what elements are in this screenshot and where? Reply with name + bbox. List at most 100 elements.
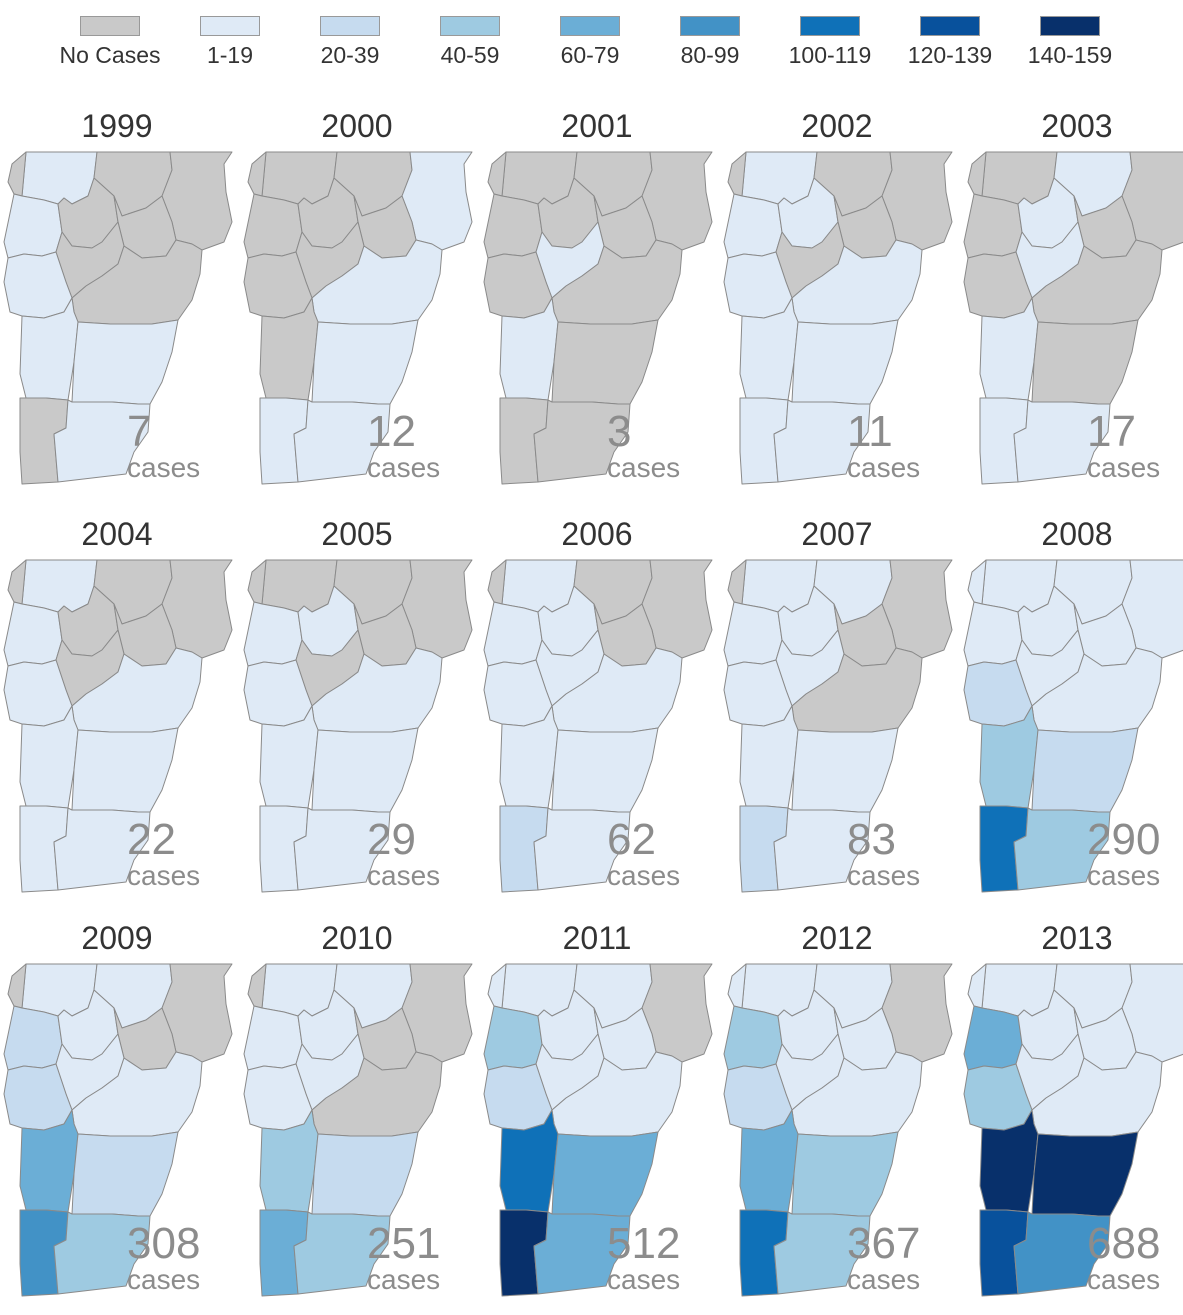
map-panel-2009: 2009 308 cases — [2, 920, 233, 1315]
legend-item: 1-19 — [170, 14, 290, 69]
county-chittenden — [963, 1005, 1023, 1071]
case-count-unit: cases — [607, 1264, 681, 1295]
county-chittenden — [723, 1005, 783, 1071]
map-panel-2005: 2005 29 cases — [242, 516, 473, 911]
county-franklin — [981, 151, 1058, 205]
county-franklin — [261, 963, 338, 1017]
county-windsor — [71, 319, 179, 405]
legend-item: 40-59 — [410, 14, 530, 69]
map-panel-2013: 2013 688 cases — [962, 920, 1183, 1315]
county-windham — [773, 399, 871, 483]
case-count-unit: cases — [127, 860, 201, 891]
county-windham — [533, 1211, 631, 1295]
map-panel-2012: 2012 367 cases — [722, 920, 953, 1315]
year-title: 2008 — [1041, 516, 1113, 552]
legend-item: 60-79 — [530, 14, 650, 69]
vermont-county-map — [723, 963, 953, 1297]
county-franklin — [981, 559, 1058, 613]
county-windham — [773, 1211, 871, 1295]
county-windsor — [551, 1131, 659, 1217]
county-windham — [293, 1211, 391, 1295]
county-franklin — [741, 559, 818, 613]
vermont-county-map — [723, 151, 953, 485]
county-chittenden — [963, 601, 1023, 667]
legend-label: 20-39 — [320, 42, 380, 68]
legend-label: 40-59 — [440, 42, 500, 68]
legend: No Cases 1-19 20-39 40-59 60-79 80-99 100-119 1… — [0, 0, 1183, 80]
legend-label: 1-19 — [206, 42, 254, 68]
vermont-county-map — [243, 963, 473, 1297]
county-windsor — [1031, 1131, 1139, 1217]
county-chittenden — [723, 193, 783, 259]
county-windsor — [1031, 319, 1139, 405]
county-windham — [533, 807, 631, 891]
legend-item: 120-139 — [890, 14, 1010, 69]
county-windham — [293, 399, 391, 483]
legend-item: 20-39 — [290, 14, 410, 69]
map-panel-2001: 2001 3 cases — [482, 108, 713, 503]
vermont-county-map — [3, 963, 233, 1297]
case-count: 251 — [367, 1219, 441, 1268]
case-count-unit: cases — [847, 860, 921, 891]
legend-item: 100-119 — [770, 14, 890, 69]
year-title: 2010 — [321, 920, 393, 956]
case-count-unit: cases — [1087, 452, 1161, 483]
case-count: 308 — [127, 1219, 201, 1268]
vermont-county-map — [243, 559, 473, 893]
county-chittenden — [243, 193, 303, 259]
county-chittenden — [963, 193, 1023, 259]
legend-label: 100-119 — [788, 42, 872, 68]
county-windsor — [311, 1131, 419, 1217]
county-windham — [533, 399, 631, 483]
county-windsor — [1031, 727, 1139, 813]
county-chittenden — [3, 601, 63, 667]
year-title: 2005 — [321, 516, 393, 552]
case-count: 62 — [607, 815, 656, 864]
case-count: 290 — [1087, 815, 1161, 864]
legend-item: 80-99 — [650, 14, 770, 69]
vermont-county-map — [963, 151, 1183, 485]
case-count: 12 — [367, 407, 416, 456]
year-title: 2001 — [561, 108, 633, 144]
legend-label: 80-99 — [680, 42, 740, 68]
county-windsor — [311, 727, 419, 813]
legend-swatch — [440, 16, 500, 36]
legend-swatch — [200, 16, 260, 36]
case-count: 7 — [127, 407, 152, 456]
county-franklin — [741, 963, 818, 1017]
case-count: 83 — [847, 815, 896, 864]
year-title: 2003 — [1041, 108, 1113, 144]
vermont-county-map — [723, 559, 953, 893]
county-chittenden — [3, 193, 63, 259]
case-count-unit: cases — [1087, 860, 1161, 891]
county-windsor — [551, 727, 659, 813]
county-windsor — [791, 727, 899, 813]
case-count-unit: cases — [367, 860, 441, 891]
county-franklin — [741, 151, 818, 205]
map-panel-2002: 2002 11 cases — [722, 108, 953, 503]
county-windsor — [791, 319, 899, 405]
legend-swatch — [80, 16, 140, 36]
map-panel-2006: 2006 62 cases — [482, 516, 713, 911]
case-count: 367 — [847, 1219, 921, 1268]
year-title: 2002 — [801, 108, 873, 144]
vermont-county-map — [243, 151, 473, 485]
case-count-unit: cases — [607, 860, 681, 891]
year-title: 2009 — [81, 920, 153, 956]
case-count-unit: cases — [607, 452, 681, 483]
county-franklin — [501, 151, 578, 205]
case-count-unit: cases — [1087, 1264, 1161, 1295]
map-panel-1999: 1999 7 cases — [2, 108, 233, 503]
year-title: 2012 — [801, 920, 873, 956]
map-panel-2000: 2000 12 cases — [242, 108, 473, 503]
legend-swatch — [1040, 16, 1100, 36]
county-franklin — [261, 559, 338, 613]
vermont-county-map — [3, 559, 233, 893]
case-count: 688 — [1087, 1219, 1161, 1268]
county-windham — [53, 1211, 151, 1295]
case-count: 3 — [607, 407, 632, 456]
legend-item: 140-159 — [1010, 14, 1130, 69]
vermont-county-map — [483, 559, 713, 893]
county-windham — [1013, 399, 1111, 483]
county-franklin — [501, 963, 578, 1017]
